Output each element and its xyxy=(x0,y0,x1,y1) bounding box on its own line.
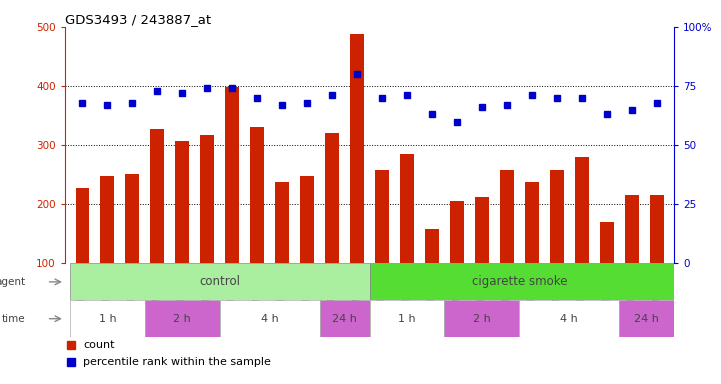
Bar xyxy=(70,263,370,300)
Bar xyxy=(325,133,339,263)
Text: 24 h: 24 h xyxy=(634,314,659,324)
Text: 2 h: 2 h xyxy=(173,314,191,324)
Bar xyxy=(450,201,464,263)
Bar xyxy=(550,170,564,263)
Text: GDS3493 / 243887_at: GDS3493 / 243887_at xyxy=(65,13,211,26)
Bar xyxy=(70,300,145,337)
Text: 1 h: 1 h xyxy=(99,314,116,324)
Text: count: count xyxy=(83,340,115,350)
Bar xyxy=(220,300,319,337)
Bar xyxy=(151,129,164,263)
Bar xyxy=(125,174,139,263)
Text: agent: agent xyxy=(0,277,25,287)
Bar xyxy=(444,300,519,337)
Bar xyxy=(145,300,220,337)
Bar xyxy=(525,182,539,263)
Text: 1 h: 1 h xyxy=(398,314,416,324)
Bar xyxy=(175,141,189,263)
Bar xyxy=(200,134,214,263)
Bar xyxy=(625,195,639,263)
Bar xyxy=(300,176,314,263)
Bar xyxy=(375,170,389,263)
Bar xyxy=(600,222,614,263)
Bar xyxy=(350,34,364,263)
Text: 24 h: 24 h xyxy=(332,314,357,324)
Bar xyxy=(400,154,414,263)
Text: cigarette smoke: cigarette smoke xyxy=(472,275,567,288)
Text: 4 h: 4 h xyxy=(560,314,578,324)
Bar xyxy=(575,157,588,263)
Bar xyxy=(425,229,439,263)
Bar xyxy=(319,300,370,337)
Bar xyxy=(650,195,663,263)
Bar xyxy=(226,87,239,263)
Bar xyxy=(500,170,513,263)
Text: time: time xyxy=(1,314,25,324)
Text: 4 h: 4 h xyxy=(261,314,278,324)
Bar xyxy=(250,127,264,263)
Bar xyxy=(369,263,674,300)
Bar xyxy=(519,300,619,337)
Bar xyxy=(369,300,444,337)
Text: percentile rank within the sample: percentile rank within the sample xyxy=(83,358,271,367)
Text: control: control xyxy=(199,275,240,288)
Bar xyxy=(275,182,289,263)
Bar xyxy=(76,188,89,263)
Bar xyxy=(619,300,674,337)
Bar xyxy=(100,176,114,263)
Bar xyxy=(475,197,489,263)
Text: 2 h: 2 h xyxy=(473,314,491,324)
